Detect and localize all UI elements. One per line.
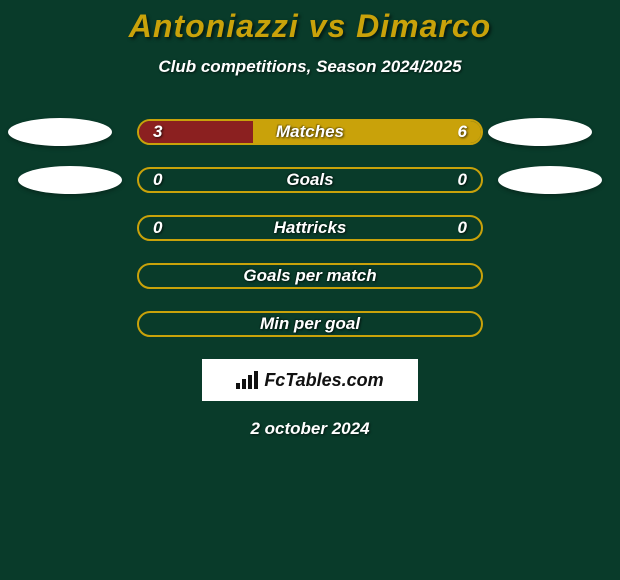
left-team-ellipse: [8, 118, 112, 146]
stat-bar: Goals per match: [137, 263, 483, 289]
stat-row: Goals per match: [0, 263, 620, 289]
stat-rows: Matches36Goals00Hattricks00Goals per mat…: [0, 119, 620, 337]
right-team-ellipse: [498, 166, 602, 194]
stat-bar: Goals0 0: [137, 167, 483, 193]
brand-text: FcTables.com: [264, 370, 383, 391]
subtitle: Club competitions, Season 2024/2025: [0, 57, 620, 77]
stat-row: Goals0 0: [0, 167, 620, 193]
right-team-ellipse: [488, 118, 592, 146]
stat-row: Min per goal: [0, 311, 620, 337]
stat-value-left: 0: [153, 169, 162, 191]
stat-label: Hattricks: [139, 217, 481, 239]
left-team-ellipse: [18, 166, 122, 194]
page-title: Antoniazzi vs Dimarco: [0, 0, 620, 45]
bar-chart-icon: [236, 371, 258, 389]
stat-value-left: 0: [153, 217, 162, 239]
stat-label: Goals per match: [139, 265, 481, 287]
date-label: 2 october 2024: [0, 419, 620, 439]
brand-box: FcTables.com: [202, 359, 418, 401]
stat-bar: Matches3 6: [137, 119, 483, 145]
stat-label: Min per goal: [139, 313, 481, 335]
stat-bar: Hattricks0 0: [137, 215, 483, 241]
comparison-infographic: Antoniazzi vs Dimarco Club competitions,…: [0, 0, 620, 580]
stat-row: Hattricks0 0: [0, 215, 620, 241]
stat-row: Matches3 6: [0, 119, 620, 145]
stat-bar: Min per goal: [137, 311, 483, 337]
stat-value-left: 3: [153, 121, 162, 143]
stat-label: Goals: [139, 169, 481, 191]
stat-label: Matches: [139, 121, 481, 143]
stat-value-right: 6: [458, 121, 467, 143]
stat-value-right: 0: [458, 169, 467, 191]
stat-value-right: 0: [458, 217, 467, 239]
